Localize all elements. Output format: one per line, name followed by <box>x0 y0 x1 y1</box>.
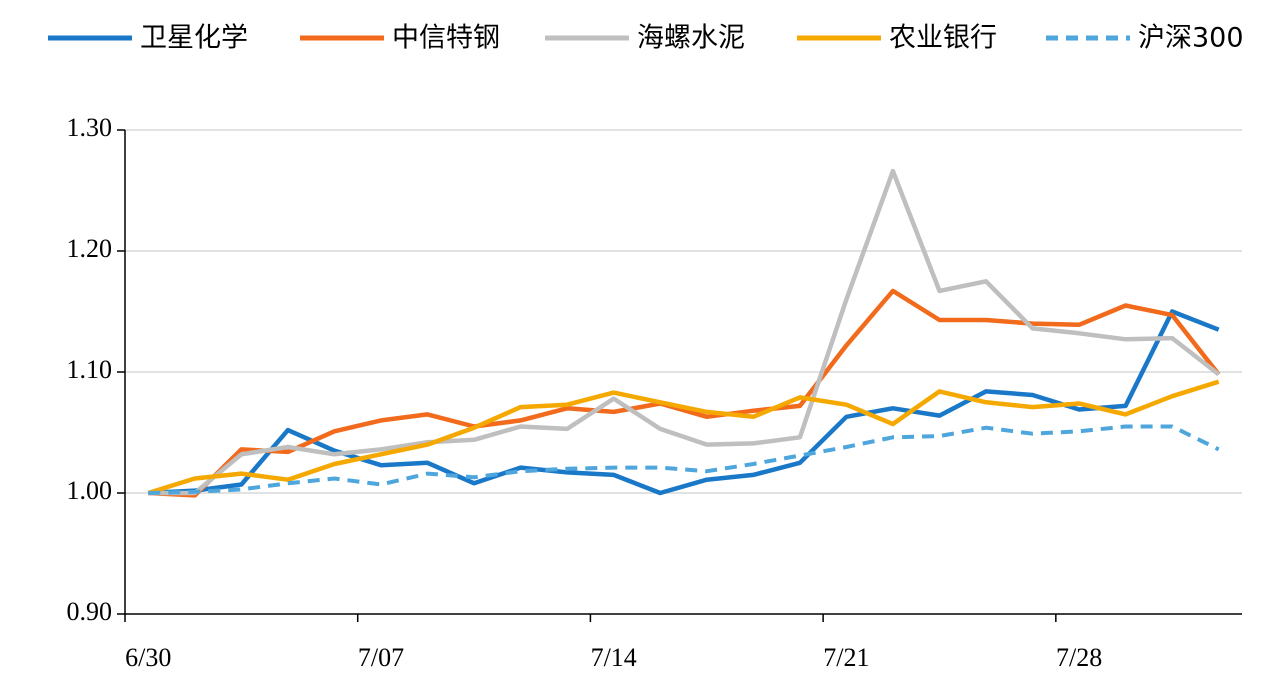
y-tick-label: 0.90 <box>67 597 113 626</box>
series-line <box>148 168 1221 496</box>
legend-label: 卫星化学 <box>140 23 248 54</box>
y-tick-label: 1.20 <box>67 234 113 263</box>
legend-label: 沪深300 <box>1138 23 1244 54</box>
x-tick-label: 6/30 <box>125 643 171 672</box>
x-tick-label: 7/28 <box>1056 643 1102 672</box>
series-line <box>148 288 1221 498</box>
legend-label: 海螺水泥 <box>637 23 745 54</box>
x-tick-label: 7/07 <box>358 643 404 672</box>
x-tick-label: 7/14 <box>591 643 637 672</box>
series-line <box>147 379 1220 496</box>
legend-label: 中信特钢 <box>392 23 500 54</box>
y-tick-label: 1.00 <box>67 476 113 505</box>
x-tick-label: 7/21 <box>823 643 869 672</box>
y-tick-label: 1.10 <box>67 355 113 384</box>
series-line <box>148 309 1220 496</box>
y-tick-label: 1.30 <box>67 113 113 142</box>
legend-label: 农业银行 <box>889 23 997 54</box>
